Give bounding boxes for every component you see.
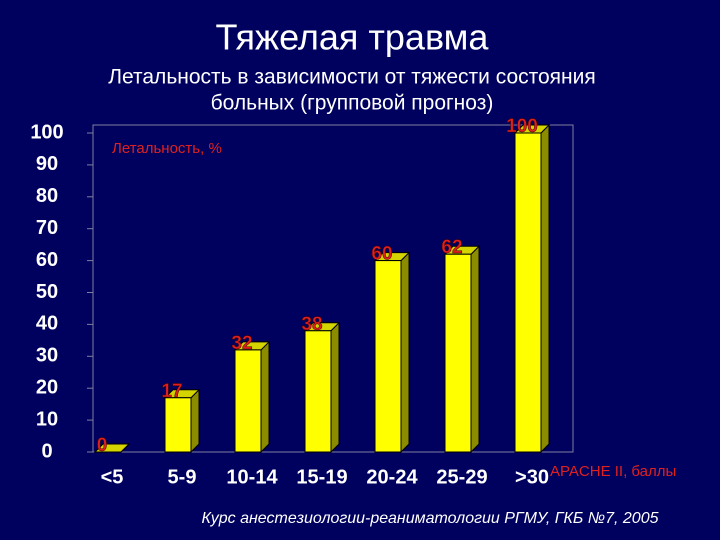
data-label: 38 <box>301 314 322 335</box>
plot-frame <box>92 124 574 453</box>
y-tick-label: 40 <box>36 313 58 335</box>
y-tick-label: 50 <box>36 281 58 303</box>
x-axis-title: APACHE II, баллы <box>550 463 676 480</box>
data-label: 62 <box>441 237 462 258</box>
bar <box>303 321 341 454</box>
x-tick-label: 20-24 <box>366 466 418 488</box>
subtitle-line: Летальность в зависимости от тяжести сос… <box>108 66 596 89</box>
bar <box>163 388 201 454</box>
bar <box>513 123 551 454</box>
bar <box>93 443 131 453</box>
y-tick-label: 90 <box>36 153 58 175</box>
footer: Курс анестезиологии-реаниматологии РГМУ,… <box>202 510 659 527</box>
x-tick-label: 25-29 <box>436 466 487 488</box>
y-tick-label: 70 <box>36 217 58 239</box>
y-tick-label: 10 <box>36 408 58 430</box>
subtitle-line: больных (групповой прогноз) <box>211 92 494 115</box>
data-label: 100 <box>506 116 538 137</box>
data-label: 17 <box>161 381 182 402</box>
data-label: 60 <box>371 244 392 265</box>
y-tick-label: 60 <box>36 249 58 271</box>
bar <box>443 245 481 454</box>
chart-title: Тяжелая травма <box>216 17 490 58</box>
x-tick-label: 5-9 <box>168 466 197 488</box>
bar <box>233 340 271 454</box>
y-tick-label: 0 <box>41 440 52 462</box>
y-tick-label: 30 <box>36 345 58 367</box>
x-tick-label: 10-14 <box>226 466 278 488</box>
x-tick-label: <5 <box>101 466 124 488</box>
y-axis-title: Летальность, % <box>112 140 222 157</box>
y-tick-label: 100 <box>30 121 63 143</box>
data-label: 32 <box>231 333 252 354</box>
bar <box>373 251 411 454</box>
data-label: 0 <box>97 435 108 456</box>
x-tick-label: >30 <box>515 466 549 488</box>
y-tick-label: 80 <box>36 185 58 207</box>
y-tick-label: 20 <box>36 376 58 398</box>
x-tick-label: 15-19 <box>296 466 347 488</box>
